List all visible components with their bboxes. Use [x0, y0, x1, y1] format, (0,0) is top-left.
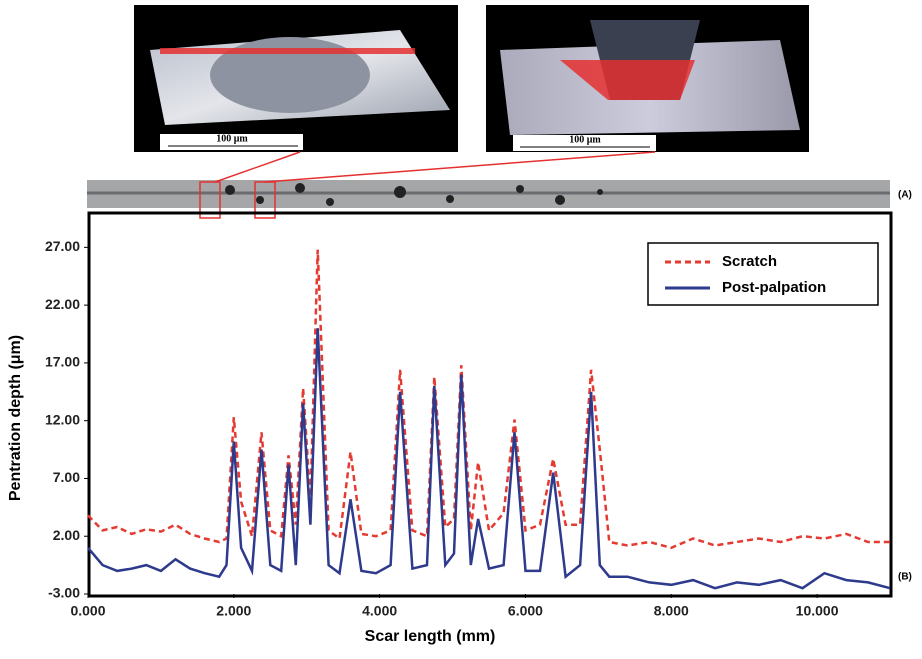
y-tick-label: 17.00: [45, 354, 80, 370]
x-tick-label: 6.000: [508, 603, 543, 619]
panel-label: (A): [898, 190, 912, 201]
micro-image-right: 100 μm: [486, 5, 809, 152]
legend-label: Scratch: [722, 253, 777, 270]
micro-image-left: 100 μm: [134, 5, 458, 152]
y-tick-label: 12.00: [45, 411, 80, 427]
x-tick-label: 4.000: [362, 603, 397, 619]
series-line: [87, 328, 891, 590]
y-tick-label: 2.00: [53, 527, 80, 543]
panel-label: (B): [898, 572, 912, 583]
legend-box: [647, 242, 879, 306]
scar-strip: (A): [87, 151, 912, 219]
y-tick-label: 22.00: [45, 296, 80, 312]
x-tick-label: 10.000: [796, 603, 839, 619]
scale-label: 100 μm: [569, 134, 601, 145]
y-axis-title: Pentration depth (μm): [7, 335, 24, 501]
x-tick-label: 8.000: [654, 603, 689, 619]
y-tick-label: 7.00: [53, 469, 80, 485]
x-tick-label: 0.000: [70, 603, 105, 619]
legend-label: Post-palpation: [722, 279, 826, 296]
series-line: [87, 249, 890, 550]
plot-frame: [87, 211, 893, 598]
y-tick-label: 27.00: [45, 238, 80, 254]
x-axis-title: Scar length (mm): [365, 628, 496, 645]
scale-label: 100 μm: [216, 133, 248, 144]
y-tick-label: -3.00: [48, 585, 80, 601]
x-tick-label: 2.000: [216, 603, 251, 619]
